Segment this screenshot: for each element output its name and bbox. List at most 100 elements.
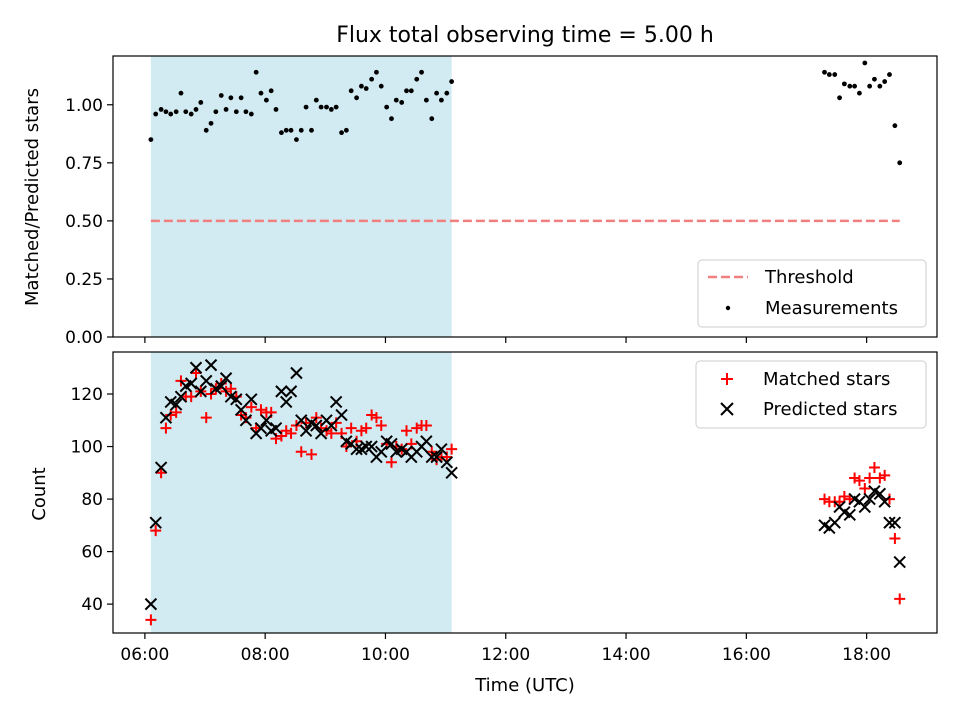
measurement-points (148, 60, 903, 166)
predicted-star-marker (310, 419, 323, 432)
matched-star-marker (868, 462, 880, 474)
predicted-star-marker (245, 393, 258, 406)
measurement-point (359, 83, 364, 89)
measurement-point (434, 90, 439, 96)
matched-star-marker (255, 404, 267, 416)
y-tick-label: 40 (81, 595, 103, 615)
predicted-star-marker (215, 379, 228, 393)
predicted-star-marker (420, 435, 433, 448)
measurement-point (841, 81, 847, 87)
predicted-star-marker (350, 442, 363, 456)
observing-span-rect (150, 56, 452, 337)
measurement-point (328, 107, 334, 112)
predicted-star-marker (200, 374, 213, 388)
predicted-star-marker (314, 427, 328, 440)
matched-star-marker (894, 593, 906, 605)
bottom-y-ticks: 40 60 80 100 120 (71, 385, 113, 615)
matched-star-marker (859, 483, 871, 495)
matched-star-marker (853, 475, 865, 487)
matched-star-marker (160, 422, 172, 434)
matched-star-marker (883, 493, 895, 505)
predicted-star-marker (194, 385, 208, 398)
observing-span-rect (150, 352, 452, 633)
predicted-stars-points (144, 358, 906, 611)
measurement-point (414, 76, 420, 82)
x-tick-label: 12:00 (481, 645, 530, 665)
predicted-star-marker (290, 366, 303, 380)
measurement-point (354, 95, 359, 101)
measurement-point (378, 83, 384, 89)
measurement-point (822, 69, 827, 75)
measurement-point (203, 127, 209, 133)
measurement-point (867, 83, 873, 89)
y-tick-label: 100 (71, 438, 103, 458)
predicted-star-marker (239, 414, 253, 427)
measurement-point (419, 69, 424, 75)
matched-star-marker (190, 367, 202, 379)
matched-star-marker (411, 422, 423, 434)
y-tick-label: 80 (81, 490, 103, 510)
x-tick-label: 14:00 (602, 645, 651, 665)
predicted-star-marker (204, 358, 218, 372)
measurement-point (208, 120, 214, 126)
top-panel: 0.00 0.25 0.50 0.75 1.00 Matched/Predicted s… (22, 55, 938, 348)
bottom-observing-span (150, 352, 452, 633)
matched-star-marker (340, 441, 352, 453)
top-legend: Threshold Measurements (697, 259, 927, 328)
measurement-point (363, 86, 369, 91)
legend-matched-label: Matched stars (763, 369, 890, 390)
measurement-point (404, 88, 409, 94)
measurement-point (423, 97, 429, 103)
bottom-x-ticks: 06:00 08:00 10:00 12:00 14:00 16:00 18:00 (120, 633, 891, 665)
measurement-point (887, 72, 892, 77)
matched-star-marker (385, 456, 397, 468)
measurement-point (253, 69, 259, 75)
matched-star-marker (200, 412, 212, 424)
measurement-point (438, 97, 444, 103)
measurement-point (263, 97, 269, 103)
measurement-point (897, 160, 903, 166)
measurement-point (877, 83, 883, 89)
matched-star-marker (325, 427, 337, 439)
matched-star-marker (295, 446, 307, 458)
predicted-star-marker (280, 395, 293, 409)
x-tick-label: 10:00 (361, 645, 410, 665)
measurement-point (163, 109, 169, 115)
predicted-star-marker (430, 450, 443, 464)
measurement-point (892, 123, 898, 129)
y-tick-label: 0.50 (65, 212, 103, 232)
predicted-star-marker (440, 456, 454, 469)
legend-predicted-swatch (720, 402, 734, 416)
predicted-star-marker (445, 466, 458, 480)
bottom-x-axis-label: Time (UTC) (474, 675, 575, 696)
measurement-point (348, 88, 354, 94)
matched-star-marker (170, 406, 182, 418)
predicted-star-marker (154, 461, 168, 474)
measurement-point (268, 88, 274, 94)
predicted-star-marker (888, 516, 902, 529)
x-tick-label: 18:00 (842, 645, 891, 665)
legend-threshold-label: Threshold (764, 267, 854, 288)
predicted-star-marker (269, 421, 283, 435)
predicted-star-marker (375, 445, 388, 459)
matched-star-marker (150, 525, 162, 537)
measurement-point (408, 88, 414, 94)
measurement-point (298, 127, 304, 133)
predicted-star-marker (858, 500, 872, 514)
measurement-point (318, 104, 324, 110)
measurement-point (178, 90, 184, 96)
predicted-star-marker (365, 440, 378, 453)
predicted-star-marker (189, 361, 203, 374)
measurement-point (857, 90, 862, 96)
predicted-star-marker (254, 421, 268, 435)
measurement-point (193, 107, 199, 112)
measurement-point (158, 107, 164, 112)
measurement-point (273, 107, 279, 112)
measurement-point (429, 116, 435, 122)
matched-star-marker (245, 401, 257, 413)
measurement-point (369, 76, 375, 82)
measurement-point (228, 95, 234, 101)
measurement-point (243, 109, 249, 115)
predicted-star-marker (828, 516, 841, 529)
x-tick-label: 06:00 (120, 645, 169, 665)
